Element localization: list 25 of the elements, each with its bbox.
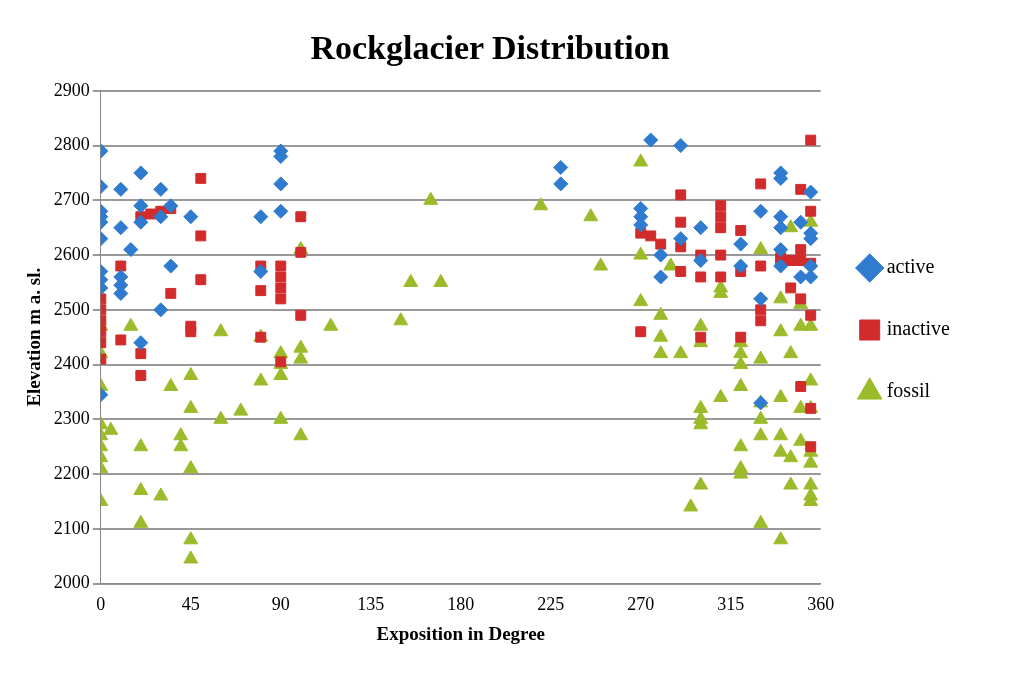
y-axis-title: Elevation m a. sl. — [23, 267, 45, 407]
x-tick-label: 270 — [627, 594, 655, 615]
y-tick-label: 2600 — [53, 243, 90, 264]
x-tick-label: 315 — [717, 594, 745, 615]
x-tick-label: 225 — [537, 594, 565, 615]
x-tick-label: 45 — [181, 594, 200, 615]
y-tick-label: 2900 — [53, 79, 90, 100]
y-tick-label: 2200 — [53, 462, 90, 483]
x-tick-label: 90 — [271, 594, 290, 615]
y-tick-label: 2100 — [53, 517, 90, 538]
y-tick-label: 2800 — [53, 134, 90, 155]
y-tick-label: 2700 — [53, 189, 90, 210]
x-tick-label: 135 — [357, 594, 385, 615]
x-tick-label: 360 — [807, 594, 835, 615]
x-axis-title: Exposition in Degree — [376, 622, 546, 644]
y-tick-label: 2000 — [53, 572, 90, 593]
legend-label: active — [886, 255, 935, 278]
legend-label: inactive — [886, 317, 951, 340]
x-tick-label: 0 — [96, 594, 106, 615]
y-tick-label: 2500 — [53, 298, 90, 319]
y-tick-label: 2400 — [53, 353, 90, 374]
y-tick-label: 2300 — [53, 408, 90, 429]
chart-title: Rockglacier Distribution — [310, 29, 670, 67]
x-tick-label: 180 — [447, 594, 475, 615]
legend-label: fossil — [886, 379, 931, 402]
